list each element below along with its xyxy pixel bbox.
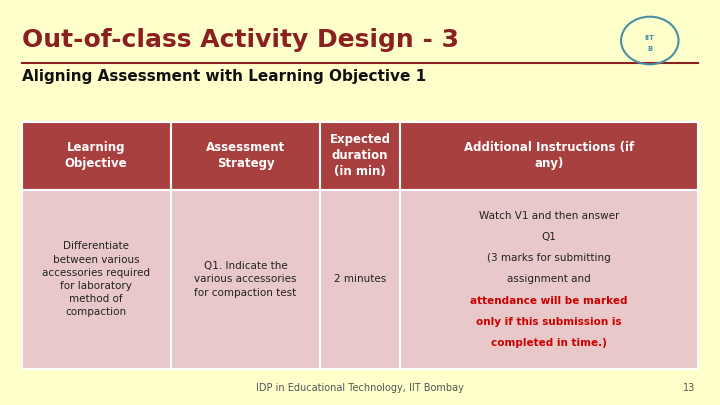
Text: 2 minutes: 2 minutes xyxy=(334,275,386,284)
Bar xyxy=(171,122,320,190)
Text: (3 marks for submitting: (3 marks for submitting xyxy=(487,254,611,263)
Text: only if this submission is: only if this submission is xyxy=(476,317,622,326)
Text: Assessment
Strategy: Assessment Strategy xyxy=(206,141,285,171)
Text: IIT: IIT xyxy=(645,35,654,40)
Text: Learning
Objective: Learning Objective xyxy=(65,141,127,171)
Text: Q1: Q1 xyxy=(541,232,557,242)
Text: Expected
duration
(in min): Expected duration (in min) xyxy=(330,133,390,179)
Text: IDP in Educational Technology, IIT Bombay: IDP in Educational Technology, IIT Bomba… xyxy=(256,383,464,393)
Bar xyxy=(320,190,400,369)
Text: assignment and: assignment and xyxy=(507,275,591,284)
Text: Q1. Indicate the
various accessories
for compaction test: Q1. Indicate the various accessories for… xyxy=(194,261,297,298)
Text: completed in time.): completed in time.) xyxy=(491,338,607,347)
Text: 13: 13 xyxy=(683,383,695,393)
Text: Watch V1 and then answer: Watch V1 and then answer xyxy=(479,211,619,221)
Bar xyxy=(400,190,698,369)
Text: Differentiate
between various
accessories required
for laboratory
method of
comp: Differentiate between various accessorie… xyxy=(42,241,150,318)
Text: B: B xyxy=(647,46,652,52)
Bar xyxy=(171,190,320,369)
Bar xyxy=(320,122,400,190)
Bar xyxy=(400,122,698,190)
Bar xyxy=(22,190,171,369)
Bar xyxy=(22,122,171,190)
Text: Additional Instructions (if
any): Additional Instructions (if any) xyxy=(464,141,634,171)
Text: Aligning Assessment with Learning Objective 1: Aligning Assessment with Learning Object… xyxy=(22,69,426,84)
Text: Out-of-class Activity Design - 3: Out-of-class Activity Design - 3 xyxy=(22,28,459,52)
Text: attendance will be marked: attendance will be marked xyxy=(470,296,628,305)
